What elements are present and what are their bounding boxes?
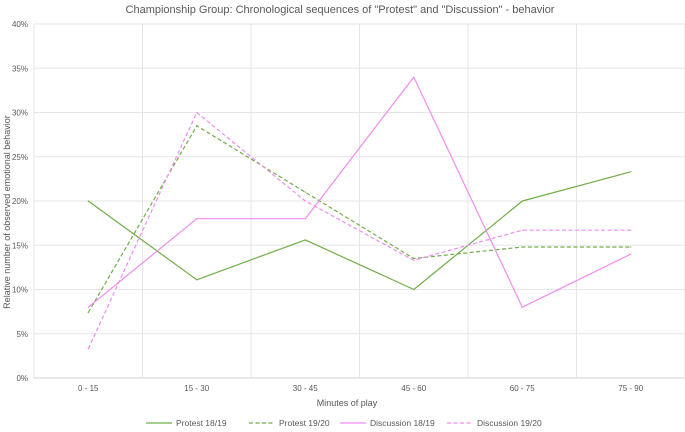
data-point [304, 191, 306, 193]
y-tick-label: 15% [12, 241, 28, 250]
gridlines [33, 23, 685, 379]
legend: Protest 18/19 Protest 19/20 Discussion 18/… [146, 418, 542, 428]
data-point [630, 246, 632, 248]
data-point [630, 171, 632, 173]
data-point [630, 229, 632, 231]
data-point [413, 288, 415, 291]
y-tick-label: 35% [12, 64, 28, 73]
data-point [87, 306, 89, 308]
data-point [413, 259, 415, 261]
x-tick-label: 75 - 90 [618, 384, 643, 393]
y-tick-label: 40% [12, 20, 28, 29]
x-axis-title: Minutes of play [317, 398, 378, 408]
y-tick-label: 20% [12, 197, 28, 206]
chart-title: Championship Group: Chronological sequen… [126, 4, 555, 16]
data-point [196, 125, 198, 127]
y-tick-label: 0% [16, 374, 28, 383]
data-point [630, 253, 632, 255]
y-tick-label: 30% [12, 109, 28, 118]
y-tick-label: 25% [12, 153, 28, 162]
data-point [413, 257, 415, 260]
data-point [413, 76, 415, 78]
y-axis-title: Relative number of observed emotional be… [2, 115, 12, 309]
series-lines [87, 76, 632, 350]
series-line-1 [87, 125, 631, 313]
series-line-2 [87, 76, 632, 308]
series-line-3 [87, 111, 631, 350]
data-point [196, 279, 198, 281]
x-tick-label: 45 - 60 [401, 384, 426, 393]
legend-label: Discussion 18/19 [370, 418, 435, 427]
y-tick-label: 10% [12, 286, 28, 295]
series-line-0 [87, 171, 631, 291]
x-axis-ticks: 0 - 15 15 - 30 30 - 45 45 - 60 60 - 75 75 - 9… [78, 384, 644, 393]
legend-label: Discussion 19/20 [477, 418, 542, 427]
data-point [87, 348, 89, 350]
data-point [196, 218, 198, 220]
data-point [521, 229, 523, 231]
data-point [521, 246, 523, 248]
data-point [304, 200, 306, 202]
data-point [521, 200, 523, 202]
data-point [87, 200, 89, 202]
x-tick-label: 0 - 15 [78, 384, 99, 393]
data-point [196, 111, 198, 114]
data-point [87, 311, 89, 314]
data-point [304, 239, 306, 241]
legend-label: Protest 19/20 [279, 418, 330, 427]
x-tick-label: 60 - 75 [510, 384, 535, 393]
x-tick-label: 30 - 45 [293, 384, 318, 393]
data-point [304, 218, 306, 220]
x-tick-label: 15 - 30 [184, 384, 209, 393]
data-point [521, 306, 523, 308]
y-axis-ticks: 0% 5% 10% 15% 20% 25% 30% 35% 40% [12, 20, 28, 383]
y-tick-label: 5% [16, 330, 28, 339]
legend-label: Protest 18/19 [176, 418, 227, 427]
